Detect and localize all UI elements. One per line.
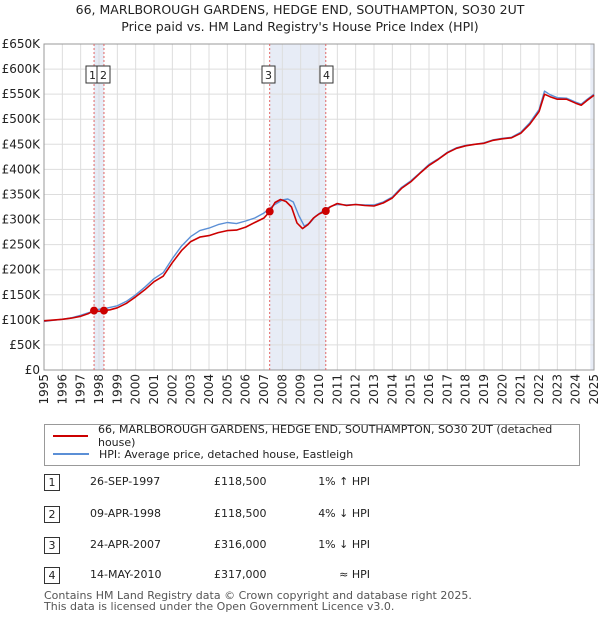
x-tick-label: 2023 [550, 374, 564, 405]
legend-item-property: 66, MARLBOROUGH GARDENS, HEDGE END, SOUT… [53, 423, 579, 449]
series-line-property [43, 93, 595, 322]
footer-copyright: Contains HM Land Registry data © Crown c… [44, 589, 472, 602]
legend: 66, MARLBOROUGH GARDENS, HEDGE END, SOUT… [44, 423, 580, 466]
y-tick-label: £150K [2, 288, 42, 302]
x-tick-label: 2016 [422, 374, 436, 405]
x-tick-label: 2019 [477, 374, 491, 405]
legend-label-hpi: HPI: Average price, detached house, East… [99, 447, 354, 461]
transaction-number: 4 [44, 567, 60, 584]
x-tick-label: 2008 [275, 374, 289, 405]
x-tick-label: 1999 [110, 374, 124, 405]
transaction-point [265, 207, 274, 216]
transaction-date: 24-APR-2007 [90, 538, 162, 551]
shaded-span [590, 44, 594, 370]
x-tick-label: 2009 [294, 374, 308, 405]
transaction-hpi: 1% ↑ HPI [318, 475, 370, 488]
transaction-hpi: ≈ HPI [339, 568, 370, 581]
transaction-price: £118,500 [214, 475, 267, 488]
transaction-label: 3 [261, 65, 276, 84]
x-tick-label: 2002 [165, 374, 179, 405]
y-tick-label: £600K [2, 62, 42, 76]
transaction-point [90, 306, 99, 315]
shaded-span [269, 44, 326, 370]
x-tick-label: 2018 [459, 374, 473, 405]
x-tick-label: 2004 [202, 374, 216, 405]
x-tick-label: 2001 [147, 374, 161, 405]
transaction-label-text: 4 [323, 69, 330, 82]
y-tick-label: £100K [2, 313, 42, 327]
chart-title: 66, MARLBOROUGH GARDENS, HEDGE END, SOUT… [75, 2, 525, 17]
y-tick-label: £450K [2, 137, 42, 151]
transaction-point [99, 306, 108, 315]
y-tick-label: £0 [25, 363, 40, 377]
x-tick-label: 2000 [129, 374, 143, 405]
x-tick-label: 2011 [330, 374, 344, 405]
transaction-point [321, 207, 330, 216]
x-tick-label: 2005 [220, 374, 234, 405]
x-tick-label: 1995 [37, 374, 51, 405]
x-tick-label: 2025 [587, 374, 600, 405]
x-tick-label: 2014 [385, 374, 399, 405]
transaction-number: 1 [44, 474, 60, 491]
transaction-label-box [319, 65, 334, 84]
y-tick-label: £200K [2, 263, 42, 277]
x-tick-label: 2003 [184, 374, 198, 405]
transaction-price: £317,000 [214, 568, 267, 581]
transaction-date: 14-MAY-2010 [90, 568, 162, 581]
legend-swatch-hpi [53, 453, 89, 455]
x-tick-label: 2020 [495, 374, 509, 405]
plot-frame [43, 43, 595, 371]
x-tick-label: 2015 [404, 374, 418, 405]
x-tick-label: 2017 [440, 374, 454, 405]
y-tick-label: £250K [2, 238, 42, 252]
transaction-date: 09-APR-1998 [90, 507, 162, 520]
x-tick-label: 2006 [239, 374, 253, 405]
y-tick-label: £550K [2, 87, 42, 101]
transaction-label-box [96, 65, 111, 84]
y-tick-label: £650K [2, 37, 42, 51]
x-tick-label: 1996 [55, 374, 69, 405]
legend-label-property: 66, MARLBOROUGH GARDENS, HEDGE END, SOUT… [97, 423, 553, 449]
transaction-label-text: 3 [265, 69, 272, 82]
x-tick-label: 2022 [532, 374, 546, 405]
transaction-label-box [261, 65, 276, 84]
x-tick-label: 2010 [312, 374, 326, 405]
price-chart: £0 £50K £100K £150K £200K £250K £300K £350K £400… [2, 37, 600, 405]
x-tick-label: 1997 [74, 374, 88, 405]
y-tick-label: £50K [9, 338, 41, 352]
transaction-hpi: 4% ↓ HPI [318, 507, 370, 520]
transaction-label: 2 [96, 65, 111, 84]
legend-item-hpi: HPI: Average price, detached house, East… [53, 446, 353, 462]
x-tick-label: 1998 [92, 374, 106, 405]
footer-license: This data is licensed under the Open Gov… [44, 600, 395, 613]
legend-swatch-property [53, 435, 88, 437]
y-tick-label: £400K [2, 162, 42, 176]
x-tick-label: 2024 [569, 374, 583, 405]
transaction-number: 2 [44, 506, 60, 523]
x-tick-label: 2012 [349, 374, 363, 405]
y-tick-label: £500K [2, 112, 42, 126]
y-tick-label: £350K [2, 187, 42, 201]
x-tick-label: 2021 [514, 374, 528, 405]
transaction-price: £118,500 [214, 507, 267, 520]
y-tick-label: £300K [2, 213, 42, 227]
transaction-label-text: 2 [100, 69, 107, 82]
transaction-label-text: 1 [89, 69, 96, 82]
transaction-label: 4 [319, 65, 334, 84]
transaction-hpi: 1% ↓ HPI [318, 538, 370, 551]
chart-subtitle: Price paid vs. HM Land Registry's House … [121, 19, 479, 34]
x-tick-label: 2013 [367, 374, 381, 405]
transaction-price: £316,000 [214, 538, 267, 551]
transaction-number: 3 [44, 537, 60, 554]
x-tick-label: 2007 [257, 374, 271, 405]
transaction-date: 26-SEP-1997 [90, 475, 161, 488]
